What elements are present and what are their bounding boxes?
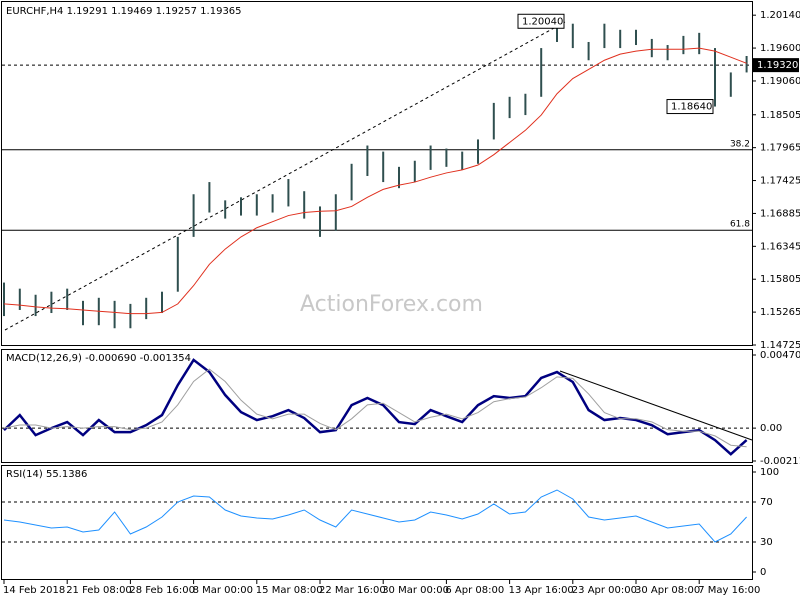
- y-tick-label: 1.17965: [760, 143, 800, 154]
- indicator-line: [3, 489, 747, 543]
- annotation-label: 1.18640: [671, 102, 712, 113]
- x-tick-label: 6 Apr 08:00: [445, 585, 504, 596]
- y-tick-label: 1.15265: [760, 307, 800, 318]
- y-tick-label: 1.18505: [760, 110, 800, 121]
- x-tick-label: 15 Mar 08:00: [256, 585, 323, 596]
- y-tick-label: 1.19600: [760, 43, 800, 54]
- y-tick-label: 1.14725: [760, 340, 800, 351]
- fib-label: 61.8: [730, 220, 750, 230]
- moving-average: [3, 47, 747, 315]
- annotation-box: [517, 13, 565, 29]
- rsi-panel: [1, 465, 753, 580]
- y-tick-label: 30: [760, 537, 773, 548]
- y-tick-label: 1.17425: [760, 176, 800, 187]
- macd-title: MACD(12,26,9) -0.000690 -0.001354: [6, 353, 191, 364]
- macd-trend-line: [559, 370, 753, 441]
- annotation-box: [666, 99, 714, 115]
- y-tick-label: 1.15805: [760, 274, 800, 285]
- watermark: ActionForex.com: [300, 292, 483, 317]
- x-tick-label: 7 May 16:00: [698, 585, 760, 596]
- y-tick-label: 100: [760, 467, 779, 478]
- macd-panel: [1, 349, 753, 463]
- trend-line: [4, 21, 566, 331]
- x-tick-label: 22 Mar 16:00: [319, 585, 386, 596]
- y-tick-label: 1.20140: [760, 10, 800, 21]
- x-tick-label: 8 Mar 00:00: [193, 585, 253, 596]
- y-tick-label: 70: [760, 497, 773, 508]
- x-tick-label: 13 Apr 16:00: [509, 585, 574, 596]
- x-tick-label: 23 Apr 00:00: [572, 585, 637, 596]
- chart-title: EURCHF,H4 1.19291 1.19469 1.19257 1.1936…: [6, 6, 242, 17]
- y-tick-label: 0: [760, 567, 766, 578]
- rsi-title: RSI(14) 55.1386: [6, 469, 87, 480]
- last-price-box: [753, 58, 799, 73]
- x-tick-label: 30 Mar 00:00: [382, 585, 449, 596]
- x-tick-label: 28 Feb 16:00: [129, 585, 195, 596]
- price-panel: [1, 1, 753, 346]
- y-tick-label: 0.00: [760, 423, 782, 434]
- last-price-label: 1.19320: [757, 60, 798, 71]
- x-tick-label: 30 Apr 08:00: [635, 585, 700, 596]
- indicator-line: [3, 368, 747, 448]
- y-tick-label: 1.16885: [760, 208, 800, 219]
- fib-label: 38.2: [730, 139, 750, 149]
- x-tick-label: 14 Feb 2018: [3, 585, 65, 596]
- x-tick-label: 21 Feb 08:00: [66, 585, 132, 596]
- y-tick-label: 1.19060: [760, 76, 800, 87]
- y-tick-label: -0.002116: [760, 456, 800, 467]
- y-tick-label: 0.004707: [760, 350, 800, 361]
- annotation-label: 1.20040: [522, 16, 563, 27]
- y-tick-label: 1.16345: [760, 241, 800, 252]
